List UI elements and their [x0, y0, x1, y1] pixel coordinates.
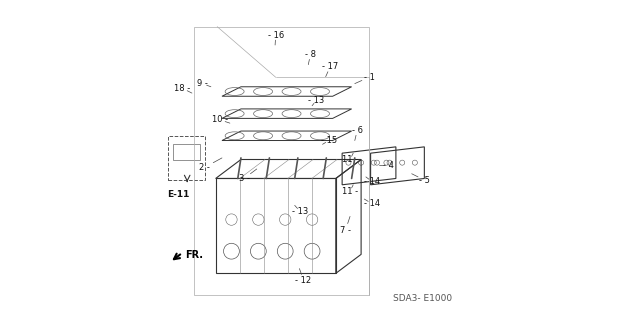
Text: - 14: - 14: [364, 199, 380, 208]
Text: - 13: - 13: [292, 207, 308, 216]
Text: - 14: - 14: [364, 177, 380, 186]
Text: - 5: - 5: [419, 175, 430, 185]
Text: - 12: - 12: [296, 276, 312, 285]
Text: 2 -: 2 -: [199, 163, 210, 172]
Text: - 8: - 8: [305, 50, 316, 59]
Text: - 16: - 16: [268, 31, 284, 40]
Text: 7 -: 7 -: [340, 226, 351, 235]
Text: 18 -: 18 -: [174, 84, 191, 93]
Text: 11 -: 11 -: [342, 187, 358, 196]
Text: - 4: - 4: [383, 161, 394, 170]
Text: - 6: - 6: [352, 126, 363, 135]
Text: 10 -: 10 -: [212, 115, 228, 124]
Text: - 1: - 1: [364, 73, 374, 82]
Text: - 13: - 13: [308, 97, 324, 106]
Text: SDA3- E1000: SDA3- E1000: [393, 294, 452, 303]
Text: 3 -: 3 -: [239, 174, 250, 183]
Text: 9 -: 9 -: [197, 79, 208, 88]
Text: E-11: E-11: [167, 189, 189, 198]
Text: 11 -: 11 -: [342, 155, 358, 164]
Text: - 17: - 17: [322, 62, 339, 71]
Text: - 15: - 15: [321, 136, 337, 145]
Text: FR.: FR.: [185, 250, 203, 260]
